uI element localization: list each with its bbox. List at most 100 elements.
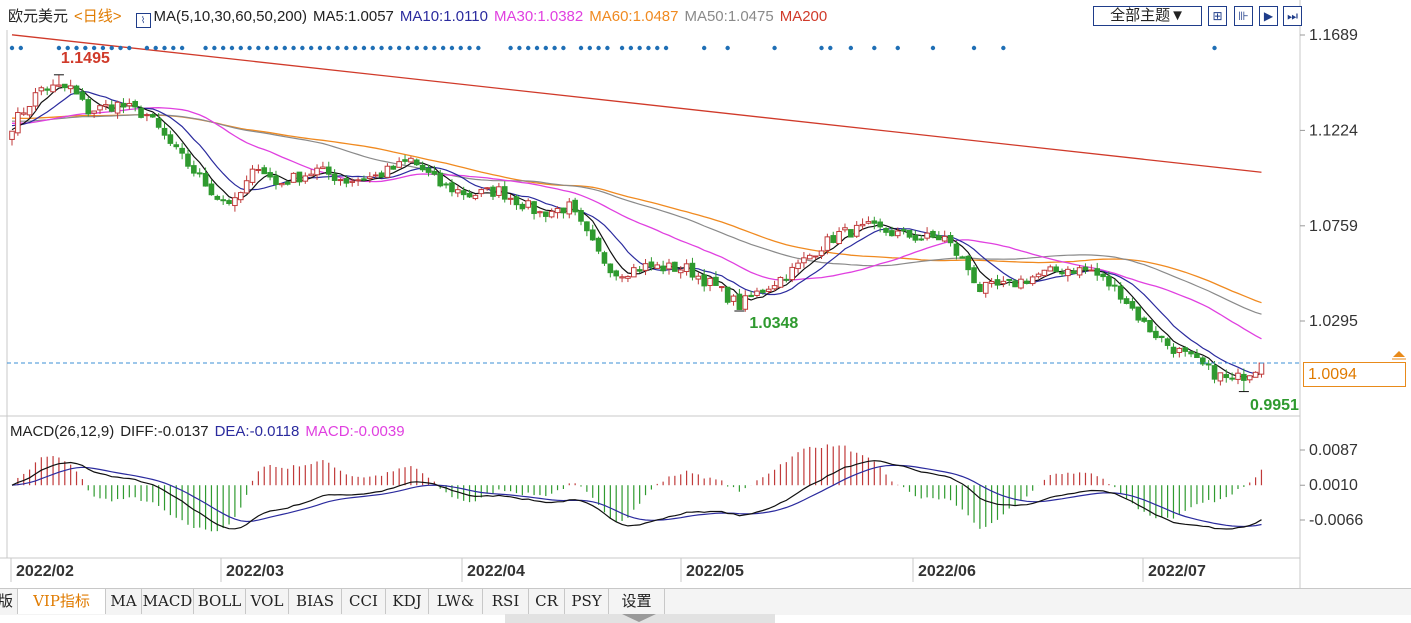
macd-tick-label: 0.0010 (1309, 477, 1358, 494)
tab-cr[interactable]: CR (529, 589, 565, 614)
period-label[interactable]: <日线> (74, 8, 122, 25)
candle-body (1065, 268, 1071, 277)
signal-dot (379, 45, 384, 51)
candle-body (296, 171, 303, 183)
tab-psy[interactable]: PSY (565, 589, 609, 614)
tab-macd[interactable]: MACD (142, 589, 194, 614)
tab-board[interactable]: 版 (0, 589, 18, 614)
candle-body (1012, 280, 1018, 288)
signal-dot (264, 45, 270, 51)
signal-dot (543, 45, 549, 51)
next-icon[interactable]: ⏭ (1283, 6, 1302, 26)
candle-body (1076, 267, 1083, 276)
time-label: 2022/06 (918, 563, 976, 580)
macd-tick-label: -0.0066 (1309, 512, 1363, 529)
signal-dot (587, 45, 593, 51)
candle-body (1106, 276, 1112, 287)
candle-body (44, 88, 50, 91)
candle-body (689, 262, 696, 278)
candle-body (208, 183, 215, 196)
candle-body (630, 267, 637, 278)
signal-dot (663, 45, 669, 51)
tab-rsi[interactable]: RSI (483, 589, 529, 614)
play-icon[interactable]: ▶ (1259, 6, 1278, 26)
candle-body (496, 186, 502, 196)
signal-dot (552, 45, 557, 51)
candle-body (830, 235, 837, 243)
tab-lw[interactable]: LW& (429, 589, 483, 614)
candle-body (619, 276, 625, 279)
candle-body (625, 275, 631, 279)
grid-icon[interactable]: ⊞ (1208, 6, 1227, 26)
signal-dot (440, 45, 446, 51)
macd-dea-line (11, 464, 1262, 528)
candle-body (460, 190, 467, 196)
candle-body (466, 192, 473, 198)
candle-body (155, 118, 162, 128)
candle-body (484, 187, 490, 190)
signal-dot (1212, 45, 1217, 51)
candle-body (1176, 347, 1183, 353)
candle-body (1241, 373, 1247, 381)
candle-body (912, 235, 919, 241)
signal-dot (819, 45, 824, 51)
candle-body (906, 229, 913, 238)
candle-body (149, 114, 156, 118)
candle-body (331, 173, 338, 181)
candle-body (472, 194, 479, 200)
candle-body (243, 180, 250, 194)
signal-dot (476, 45, 481, 51)
candle-body (959, 256, 966, 259)
candle-body (378, 172, 385, 178)
candle-body (1041, 269, 1048, 277)
price-tick-label: 1.1224 (1309, 122, 1358, 139)
signal-dot (308, 45, 314, 51)
candle-body (636, 269, 643, 272)
tab-ma[interactable]: MA (106, 589, 142, 614)
signal-dot (467, 45, 472, 51)
candle-body (789, 266, 795, 281)
chart-canvas[interactable]: 1.1689 1.1224 1.0759 1.0295 1.1495 1.0348 0.99… (0, 0, 1411, 588)
candle-body (449, 182, 455, 193)
candle-body (1135, 306, 1142, 321)
tab-settings[interactable]: 设置 (609, 589, 665, 614)
candle-body (478, 189, 485, 195)
candle-body (1147, 319, 1153, 333)
candle-body (994, 279, 1001, 286)
candle-body (742, 295, 749, 310)
candle-body (730, 295, 737, 302)
signal-dot (153, 45, 158, 51)
time-label: 2022/05 (686, 563, 744, 580)
chart-icon[interactable]: ⊪ (1234, 6, 1253, 26)
candle-body (1217, 372, 1224, 382)
tab-kdj[interactable]: KDJ (386, 589, 429, 614)
candle-body (103, 104, 109, 107)
tab-vip[interactable]: VIP指标 (18, 589, 106, 614)
candle-body (1258, 362, 1265, 375)
ma-settings-icon[interactable]: ⌇ (135, 13, 151, 28)
high-label: 1.1495 (61, 50, 110, 67)
symbol-name: 欧元美元 (8, 8, 69, 25)
candle-body (173, 144, 180, 148)
candle-body (947, 235, 954, 244)
candle-body (50, 84, 56, 93)
theme-dropdown[interactable]: 全部主题▼ (1093, 6, 1202, 26)
tab-bias[interactable]: BIAS (289, 589, 342, 614)
candle-body (396, 161, 402, 168)
candle-body (1164, 338, 1171, 346)
candle-body (660, 265, 666, 272)
candle-body (548, 210, 555, 218)
candle-body (654, 264, 661, 269)
tab-cci[interactable]: CCI (342, 589, 386, 614)
signal-dot (65, 45, 70, 51)
collapse-arrow-icon[interactable] (622, 614, 656, 622)
candle-body (1188, 351, 1194, 355)
candle-body (566, 201, 573, 215)
candle-body (325, 166, 332, 175)
candle-body (883, 227, 889, 233)
tab-vol[interactable]: VOL (246, 589, 289, 614)
candle-body (355, 179, 361, 182)
candle-body (1252, 371, 1259, 378)
tab-boll[interactable]: BOLL (194, 589, 246, 614)
signal-dot (335, 45, 340, 51)
